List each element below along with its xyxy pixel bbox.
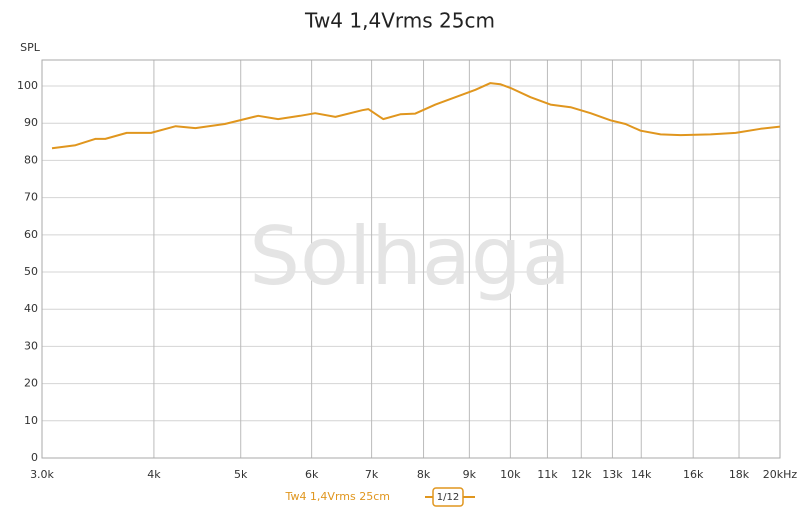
x-tick-label: 18k: [729, 468, 750, 481]
x-tick-label: 16k: [683, 468, 704, 481]
y-tick-label: 40: [24, 302, 38, 315]
x-tick-label: 13k: [602, 468, 623, 481]
y-tick-label: 70: [24, 191, 38, 204]
x-tick-label: 14k: [631, 468, 652, 481]
watermark: Solhaga: [249, 210, 570, 303]
plot-frame: [41, 59, 781, 459]
y-tick-label: 100: [17, 79, 38, 92]
y-tick-label: 60: [24, 228, 38, 241]
x-tick-label: 8k: [417, 468, 431, 481]
y-tick-label: 0: [31, 451, 38, 464]
y-tick-label: 90: [24, 116, 38, 129]
y-tick-label: 80: [24, 153, 38, 166]
x-tick-label: 3.0k: [30, 468, 54, 481]
x-tick-label: 9k: [463, 468, 477, 481]
legend-smoothing-box: [432, 487, 464, 507]
x-tick-label: 7k: [365, 468, 379, 481]
x-tick-label: 20kHz: [763, 468, 798, 481]
legend-smoothing: 1/12: [437, 492, 459, 503]
chart-title: Tw4 1,4Vrms 25cm: [304, 9, 495, 33]
y-axis-label: SPL: [20, 41, 41, 54]
x-tick-label: 10k: [500, 468, 521, 481]
x-tick-label: 5k: [234, 468, 248, 481]
data-line: [51, 82, 781, 150]
y-tick-label: 10: [24, 414, 38, 427]
legend-label: Tw4 1,4Vrms 25cm: [285, 490, 390, 503]
x-tick-label: 6k: [305, 468, 319, 481]
y-tick-label: 50: [24, 265, 38, 278]
x-tick-label: 4k: [147, 468, 161, 481]
y-tick-label: 30: [24, 339, 38, 352]
x-tick-label: 11k: [537, 468, 558, 481]
x-tick-label: 12k: [571, 468, 592, 481]
y-tick-label: 20: [24, 377, 38, 390]
